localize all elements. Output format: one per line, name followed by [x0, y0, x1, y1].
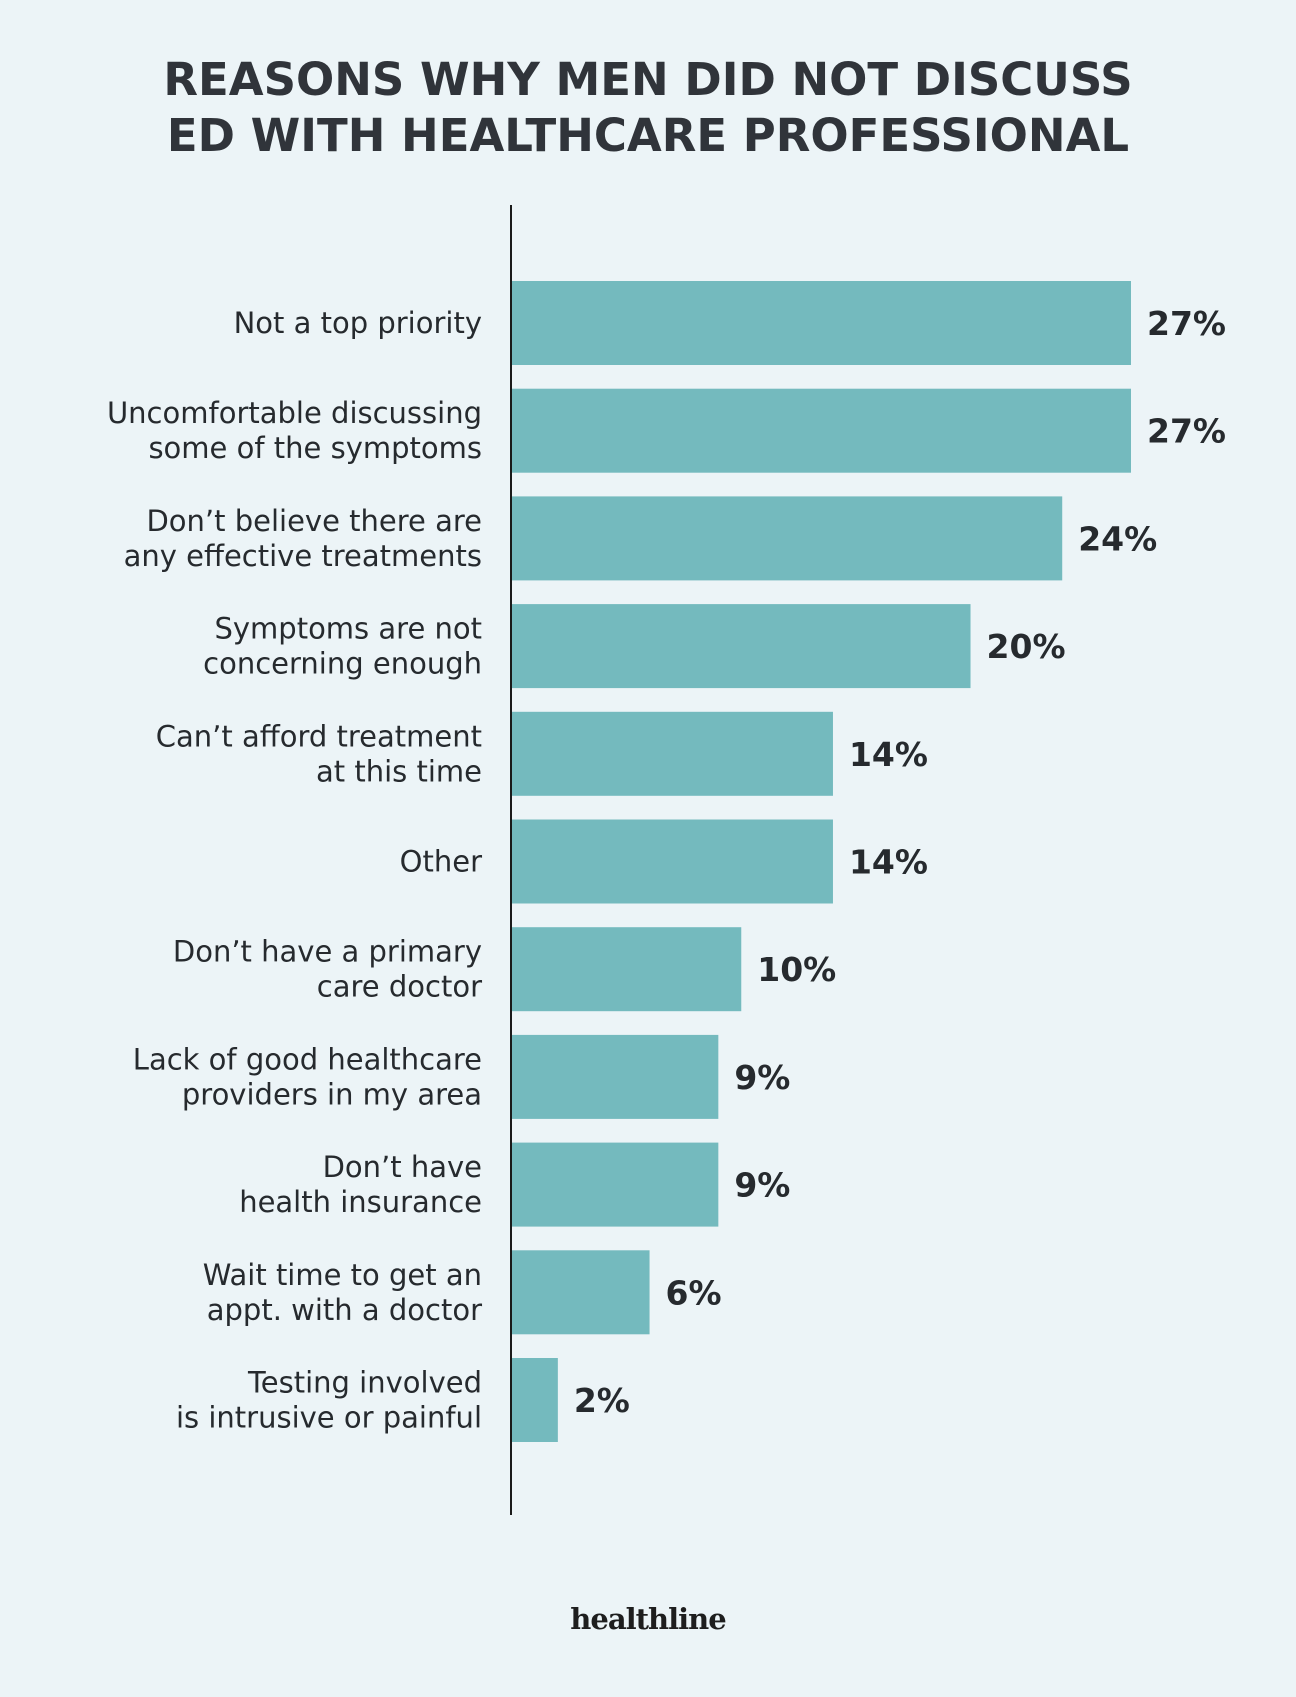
category-label-line: Other	[400, 845, 482, 879]
category-label-line: Don’t have	[323, 1150, 482, 1184]
category-label-line: Lack of good healthcare	[133, 1042, 482, 1076]
bar	[512, 711, 833, 796]
category-label: Not a top priority	[234, 306, 482, 340]
bar	[512, 1358, 558, 1442]
category-label: Wait time to get an appt. with a doctor	[203, 1258, 482, 1327]
value-label: 27%	[1147, 412, 1226, 451]
value-label: 27%	[1147, 304, 1226, 343]
category-label: Don’t have health insurance	[239, 1150, 482, 1219]
category-labels-group: Not a top priority Uncomfortable discussi…	[107, 306, 482, 1435]
bars-group	[512, 281, 1131, 1442]
category-label-line: care doctor	[317, 970, 482, 1004]
category-label-line: Don’t have a primary	[173, 935, 482, 969]
value-label: 20%	[987, 627, 1066, 666]
bar	[512, 1142, 719, 1227]
category-label: Can’t afford treatment at this time	[156, 719, 482, 788]
category-label-line: appt. with a doctor	[207, 1293, 482, 1327]
healthline-logo: healthline	[570, 1602, 726, 1636]
value-label: 14%	[849, 735, 928, 774]
category-label-line: Can’t afford treatment	[156, 719, 482, 753]
bar	[512, 281, 1131, 365]
category-label-line: health insurance	[239, 1185, 482, 1219]
category-label: Other	[400, 845, 482, 879]
category-label-line: is intrusive or painful	[176, 1401, 482, 1435]
chart-title-line-2: ED WITH HEALTHCARE PROFESSIONAL	[166, 109, 1130, 162]
value-label: 9%	[734, 1058, 790, 1097]
category-label-line: Don’t believe there are	[146, 504, 482, 538]
value-label: 9%	[734, 1166, 790, 1205]
value-label: 2%	[574, 1381, 630, 1420]
bar-chart: Not a top priority Uncomfortable discussi…	[107, 205, 1226, 1515]
bar	[512, 819, 833, 904]
category-label-line: concerning enough	[203, 647, 482, 681]
bar	[512, 604, 971, 689]
bar	[512, 1034, 719, 1119]
category-label: Lack of good healthcare providers in my a…	[133, 1042, 482, 1111]
category-label-line: any effective treatments	[124, 539, 482, 573]
category-label-line: Uncomfortable discussing	[107, 396, 482, 430]
category-label: Uncomfortable discussing some of the symp…	[107, 396, 482, 465]
category-label: Symptoms are not concerning enough	[203, 612, 482, 681]
value-label: 24%	[1078, 519, 1157, 558]
category-label-line: Testing involved	[247, 1366, 482, 1400]
chart-title-line-1: REASONS WHY MEN DID NOT DISCUSS	[163, 53, 1133, 106]
category-label-line: Symptoms are not	[214, 612, 482, 646]
chart-title: REASONS WHY MEN DID NOT DISCUSS ED WITH …	[0, 52, 1296, 164]
category-label: Don’t have a primary care doctor	[173, 935, 482, 1004]
category-label-line: Not a top priority	[234, 306, 482, 340]
category-label-line: providers in my area	[182, 1077, 482, 1111]
value-label: 6%	[666, 1273, 722, 1312]
bar	[512, 388, 1131, 473]
category-label-line: some of the symptoms	[148, 431, 482, 465]
category-label-line: at this time	[316, 754, 482, 788]
value-label: 14%	[849, 843, 928, 882]
bar	[512, 496, 1063, 581]
category-label: Don’t believe there are any effective tre…	[124, 504, 482, 573]
bar	[512, 927, 742, 1012]
value-label: 10%	[757, 950, 836, 989]
value-labels-group: 27% 27% 24% 20% 14% 14% 10% 9% 9% 6% 2%	[574, 304, 1226, 1420]
bar	[512, 1250, 650, 1335]
category-label: Testing involved is intrusive or painful	[176, 1366, 482, 1435]
category-label-line: Wait time to get an	[203, 1258, 482, 1292]
